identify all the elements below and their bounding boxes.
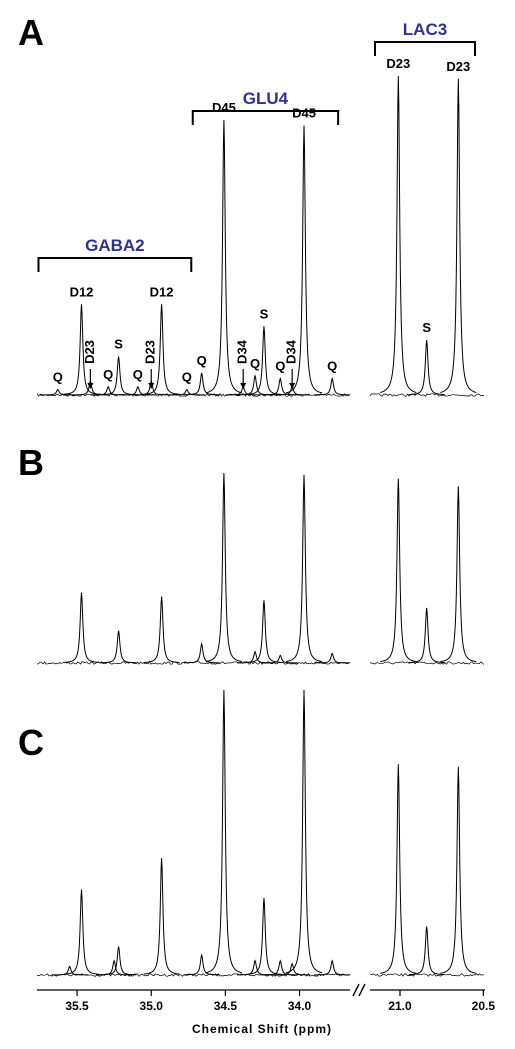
panel-label: C bbox=[18, 722, 44, 763]
peak-label: Q bbox=[197, 353, 207, 368]
x-tick-label: 34.5 bbox=[214, 999, 238, 1013]
x-tick-label: 34.0 bbox=[288, 999, 312, 1013]
panel-label: B bbox=[18, 442, 44, 483]
peak bbox=[262, 654, 299, 664]
peak bbox=[245, 600, 282, 664]
peak bbox=[205, 472, 242, 663]
group-bracket bbox=[191, 110, 340, 125]
peak bbox=[440, 486, 477, 663]
arrow-head bbox=[240, 383, 247, 389]
peak-label: Q bbox=[103, 367, 113, 382]
peak-label: Q bbox=[133, 367, 143, 382]
peak bbox=[183, 372, 220, 396]
peak bbox=[183, 642, 220, 664]
peak bbox=[51, 965, 88, 976]
group-label: GLU4 bbox=[243, 89, 289, 108]
peak-label: D34 bbox=[284, 339, 299, 364]
peak bbox=[285, 474, 323, 663]
peak bbox=[245, 898, 282, 975]
group-bracket bbox=[37, 257, 193, 272]
peak bbox=[314, 959, 351, 976]
baseline bbox=[369, 661, 485, 665]
peak bbox=[168, 388, 205, 396]
x-tick-label: 35.0 bbox=[140, 999, 164, 1013]
peak-label: D23 bbox=[386, 56, 410, 71]
peak bbox=[143, 858, 180, 975]
x-axis-title: Chemical Shift (ppm) bbox=[192, 1022, 332, 1036]
group-bracket bbox=[374, 41, 476, 56]
peak-label: D23 bbox=[446, 59, 470, 74]
panel-label: A bbox=[18, 12, 44, 53]
axis-break bbox=[352, 983, 366, 997]
peak bbox=[380, 478, 417, 663]
peak bbox=[143, 304, 180, 395]
peak-label: Q bbox=[275, 359, 285, 374]
peak bbox=[408, 607, 445, 664]
peak-label: S bbox=[114, 337, 123, 352]
peak-label: Q bbox=[53, 370, 63, 385]
peak bbox=[63, 592, 100, 663]
peak bbox=[205, 689, 243, 974]
break-mark bbox=[358, 983, 366, 997]
arrow-head bbox=[148, 383, 155, 389]
peak bbox=[314, 376, 351, 396]
peak-label: D23 bbox=[143, 340, 158, 364]
peak bbox=[100, 946, 137, 976]
break-mark bbox=[352, 983, 360, 997]
peak bbox=[262, 959, 299, 976]
peak bbox=[96, 959, 133, 976]
peak bbox=[274, 962, 311, 976]
baseline bbox=[369, 973, 485, 977]
peak-label: D12 bbox=[70, 284, 94, 299]
peak bbox=[39, 388, 76, 396]
peak bbox=[143, 596, 180, 663]
peak-label: D45 bbox=[292, 106, 316, 121]
peak-label: D45 bbox=[212, 100, 236, 115]
peak-label: D12 bbox=[150, 284, 174, 299]
peak-label: Q bbox=[327, 359, 337, 374]
peak-label: Q bbox=[250, 356, 260, 371]
peak bbox=[408, 339, 445, 396]
peak-label: S bbox=[260, 306, 269, 321]
peak-label: D34 bbox=[235, 339, 250, 364]
peak bbox=[245, 326, 282, 395]
peak bbox=[380, 75, 417, 393]
x-tick-label: 20.5 bbox=[472, 999, 496, 1013]
peak bbox=[100, 630, 137, 664]
peak bbox=[408, 926, 445, 976]
baseline bbox=[36, 661, 350, 665]
peak bbox=[314, 652, 351, 664]
x-tick-label: 35.5 bbox=[65, 999, 89, 1013]
peak bbox=[440, 78, 477, 394]
peak-label: D23 bbox=[82, 340, 97, 364]
peak bbox=[285, 125, 323, 394]
x-tick-label: 21.0 bbox=[388, 999, 412, 1013]
peak bbox=[380, 764, 417, 974]
peak bbox=[205, 119, 243, 394]
group-label: GABA2 bbox=[85, 236, 145, 255]
peak bbox=[63, 304, 100, 395]
peak bbox=[119, 385, 156, 396]
arrow-head bbox=[289, 383, 296, 389]
peak-label: S bbox=[422, 320, 431, 335]
baseline bbox=[369, 393, 485, 397]
peak bbox=[262, 376, 299, 396]
peak-label: Q bbox=[182, 370, 192, 385]
peak bbox=[285, 689, 323, 974]
peak bbox=[63, 889, 100, 975]
arrow-head bbox=[87, 383, 94, 389]
peak bbox=[440, 766, 477, 974]
peak bbox=[183, 953, 220, 976]
group-label: LAC3 bbox=[403, 20, 447, 39]
